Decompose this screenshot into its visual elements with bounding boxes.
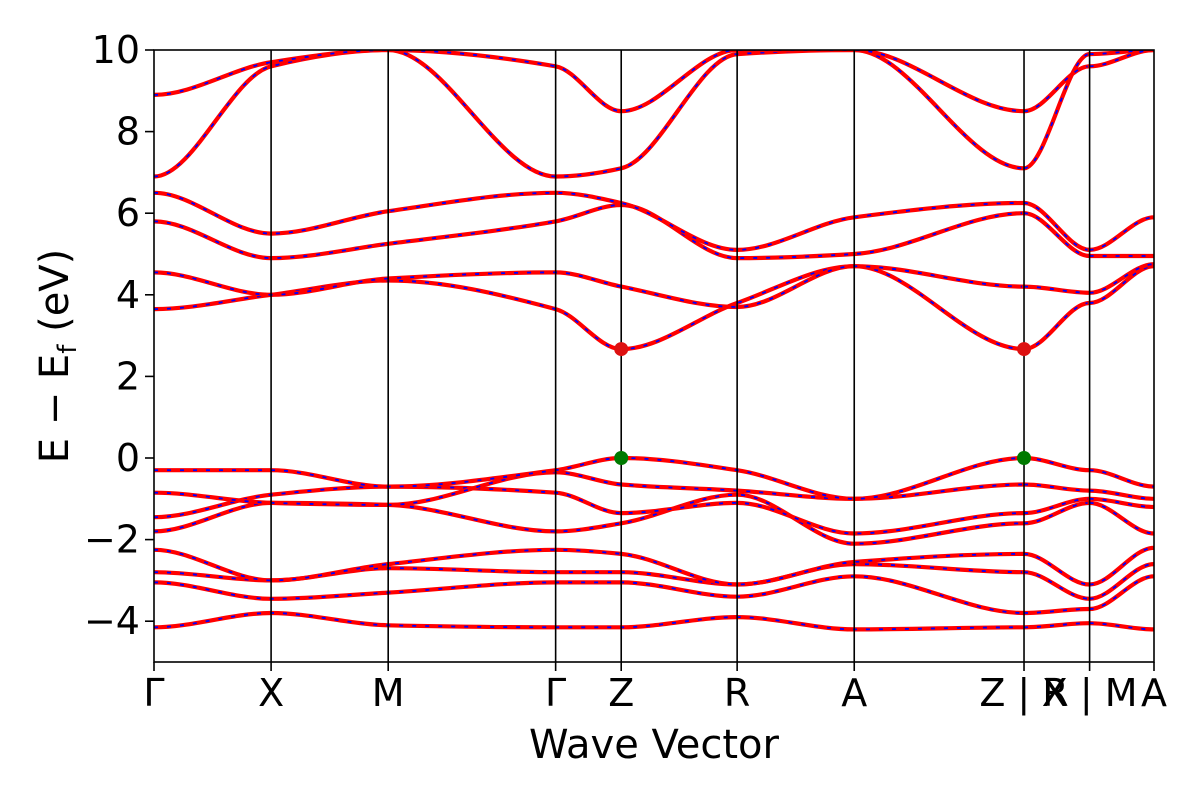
band-line-dashed-overlay (1023, 302, 1090, 350)
band-line (1021, 606, 1092, 616)
y-tick-label: −2 (84, 518, 140, 562)
band-line-dashed-overlay (1089, 216, 1154, 251)
x-tick-label: A (841, 671, 867, 715)
y-tick-label: 6 (116, 191, 140, 235)
x-tick-label: M (372, 671, 405, 715)
band-line-dashed-overlay (1089, 563, 1154, 600)
band-line (1087, 264, 1154, 306)
x-tick-label: Z | R (979, 671, 1068, 716)
x-tick-label: X (258, 671, 284, 715)
band-line-dashed-overlay (1089, 263, 1154, 294)
x-tick-label: Γ (143, 671, 164, 715)
band-line (1087, 468, 1154, 489)
y-tick-label: 0 (116, 436, 140, 480)
band-line (1021, 621, 1092, 630)
y-axis-ticks: −4 −2 0 2 4 6 8 10 (84, 28, 154, 643)
band-line (1087, 621, 1154, 632)
band-line-dashed-overlay (1089, 502, 1154, 535)
band-line-dashed-overlay (154, 485, 1025, 535)
plot-frame (153, 49, 1155, 663)
band-line-dashed-overlay (154, 457, 1025, 500)
band-line-dashed-overlay (1023, 571, 1090, 600)
vbm-marker (1017, 451, 1032, 465)
band-line (1021, 284, 1092, 295)
cbm-marker (614, 342, 629, 357)
band-line (1021, 482, 1092, 493)
band-edge-markers (614, 342, 1032, 465)
y-tick-label: −4 (84, 599, 140, 643)
band-line (1087, 488, 1154, 501)
x-tick-label: A (1141, 671, 1167, 715)
band-line-dashed-overlay (1023, 53, 1090, 170)
band-line-dashed-overlay (154, 493, 1025, 545)
x-tick-label: Z (608, 671, 634, 715)
y-axis-title-space (32, 332, 78, 345)
y-axis-title-subscript: f (53, 344, 83, 354)
y-tick-label: 8 (116, 110, 140, 154)
y-tick-label: 4 (116, 273, 140, 317)
y-tick-label: 10 (92, 28, 140, 72)
x-axis-title: Wave Vector (529, 722, 780, 768)
band-line-dashed-overlay (1023, 202, 1090, 251)
band-line (1021, 496, 1092, 516)
x-tick-label: R (724, 671, 750, 715)
y-axis-title-unit: (eV) (32, 249, 78, 332)
band-line (1087, 496, 1154, 510)
band-line-dashed-overlay (1023, 553, 1090, 586)
y-axis-title: E − Ef (eV) (32, 249, 83, 464)
x-tick-label: Γ (545, 671, 566, 715)
band-line (1021, 500, 1092, 526)
y-tick-label: 2 (116, 354, 140, 398)
band-line-dashed-overlay (1023, 65, 1090, 113)
band-line-dashed-overlay (1089, 546, 1154, 586)
cbm-marker (1017, 342, 1032, 357)
y-axis-title-main: E − E (32, 354, 78, 464)
vbm-marker (614, 451, 629, 465)
band-line-dashed-overlay (1089, 575, 1154, 610)
band-line-dashed-overlay (1023, 212, 1090, 257)
x-tick-label: X | M (1042, 671, 1138, 716)
